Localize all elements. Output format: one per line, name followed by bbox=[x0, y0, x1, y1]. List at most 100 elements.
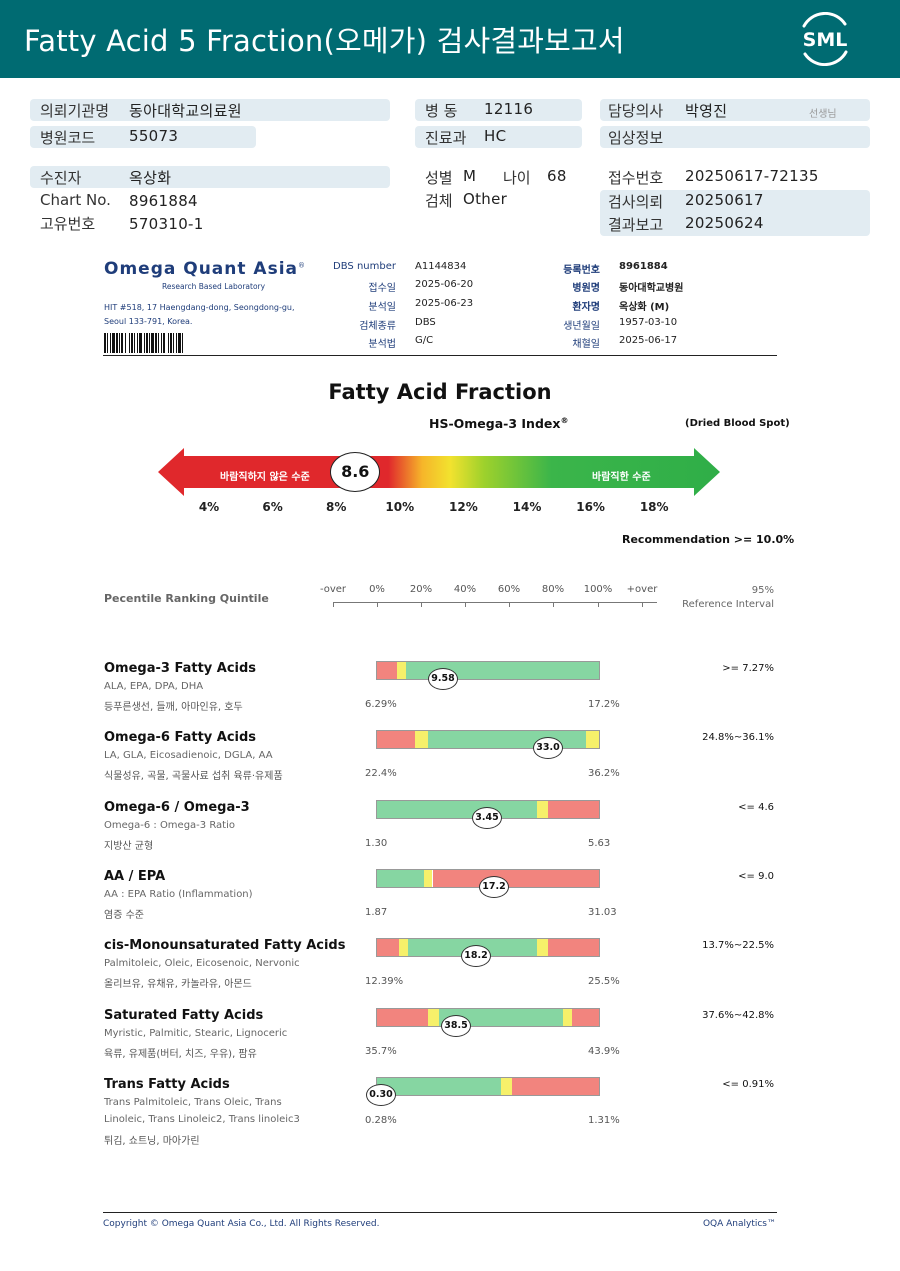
doctor-box bbox=[600, 99, 870, 121]
bar-segment-red bbox=[432, 869, 599, 887]
age-value: 68 bbox=[547, 167, 567, 185]
unique-no-label: 고유번호 bbox=[40, 215, 96, 233]
recommendation: Recommendation >= 10.0% bbox=[622, 533, 795, 546]
lab-address-1: HIT #518, 17 Haengdang-dong, Seongdong-g… bbox=[104, 303, 295, 312]
bar-max-label: 31.03 bbox=[588, 906, 617, 918]
clinical-box bbox=[600, 126, 870, 148]
reference-range: <= 9.0 bbox=[738, 870, 774, 882]
percentile-tick-mark bbox=[509, 602, 510, 607]
analyzed-value: 2025-06-23 bbox=[415, 298, 474, 309]
draw-label: 채혈일 bbox=[572, 339, 600, 350]
ward-label: 병 동 bbox=[425, 102, 458, 120]
reference-range: 37.6%~42.8% bbox=[702, 1009, 774, 1021]
bar-segment-red bbox=[377, 1008, 429, 1026]
bar-segment-red bbox=[572, 1008, 599, 1026]
row-title: Omega-3 Fatty Acids bbox=[104, 661, 257, 676]
result-marker: 3.45 bbox=[472, 806, 502, 829]
row-foods: 지방산 균형 bbox=[104, 840, 154, 852]
ref-interval-label: Reference Interval bbox=[682, 599, 774, 610]
reg-no-value: 8961884 bbox=[619, 261, 668, 272]
row-foods: 튀김, 쇼트닝, 마아가린 bbox=[104, 1135, 200, 1147]
report-header: Fatty Acid 5 Fraction(오메가) 검사결과보고서 SML bbox=[0, 0, 900, 78]
bar-segment-red bbox=[377, 731, 415, 749]
index-tick-label: 18% bbox=[639, 500, 669, 514]
report-title: Fatty Acid 5 Fraction(오메가) 검사결과보고서 bbox=[24, 24, 625, 58]
percentile-tick-mark bbox=[333, 602, 334, 607]
ward-box bbox=[415, 99, 582, 121]
method-label: 분석법 bbox=[368, 339, 396, 350]
dbs-number-value: A1144834 bbox=[415, 261, 467, 272]
percentile-tick-mark bbox=[377, 602, 378, 607]
bar-segment-yellow bbox=[536, 800, 548, 818]
dept-label: 진료과 bbox=[425, 129, 467, 147]
dob-label: 생년월일 bbox=[563, 321, 600, 332]
row-title: AA / EPA bbox=[104, 868, 166, 884]
bar-segment-yellow bbox=[563, 1008, 573, 1026]
copyright: Copyright © Omega Quant Asia Co., Ltd. A… bbox=[103, 1219, 380, 1229]
age-label: 나이 bbox=[503, 169, 531, 187]
bar-segment-red bbox=[377, 939, 400, 957]
bar-min-label: 12.39% bbox=[365, 976, 404, 988]
dbs-number-label: DBS number bbox=[333, 261, 396, 272]
sml-logo: SML bbox=[796, 11, 854, 67]
barcode bbox=[104, 333, 183, 353]
percentile-tick-mark bbox=[642, 602, 643, 607]
reference-range: >= 7.27% bbox=[722, 663, 774, 674]
request-value: 20250617 bbox=[685, 191, 764, 209]
bar-segment-red bbox=[512, 1077, 599, 1095]
lab-address-2: Seoul 133-791, Korea. bbox=[104, 317, 193, 326]
dept-box bbox=[415, 126, 582, 148]
unique-no-value: 570310-1 bbox=[129, 215, 204, 233]
method-value: G/C bbox=[415, 335, 434, 346]
result-bar bbox=[376, 661, 600, 680]
result-marker: 38.5 bbox=[441, 1014, 471, 1037]
hospital-label: 병원명 bbox=[572, 283, 600, 294]
lab-header-rule bbox=[103, 355, 777, 356]
result-bar bbox=[376, 799, 600, 819]
index-tick-label: 4% bbox=[198, 500, 220, 514]
index-tick-label: 8% bbox=[326, 500, 347, 514]
row-title: Omega-6 Fatty Acids bbox=[104, 730, 257, 746]
index-tick-label: 16% bbox=[576, 500, 605, 514]
dept-value: HC bbox=[484, 127, 507, 145]
index-tick-label: 14% bbox=[512, 500, 542, 514]
report-label: 결과보고 bbox=[608, 216, 664, 234]
ref-interval-95: 95% bbox=[751, 585, 774, 596]
row-title: Saturated Fatty Acids bbox=[104, 1007, 264, 1023]
desirable-label: 바람직한 수준 bbox=[592, 472, 651, 483]
footer-rule bbox=[103, 1212, 777, 1213]
reference-range: 13.7%~22.5% bbox=[702, 940, 774, 952]
percentile-tick-label: -over bbox=[319, 584, 347, 595]
bar-segment-yellow bbox=[585, 731, 599, 749]
patient-name-label: 환자명 bbox=[572, 302, 600, 313]
patient-value: 옥상화 bbox=[129, 169, 172, 187]
bar-segment-yellow bbox=[396, 662, 406, 679]
row-foods: 올리브유, 유채유, 카놀라유, 아몬드 bbox=[104, 979, 252, 991]
receipt-label: 접수번호 bbox=[608, 169, 664, 187]
result-bar bbox=[376, 1007, 600, 1027]
bar-segment-yellow bbox=[414, 731, 429, 749]
bar-segment-yellow bbox=[428, 1008, 440, 1026]
row-components: LA, GLA, Eicosadienoic, DGLA, AA bbox=[104, 750, 273, 762]
chart-no-value: 8961884 bbox=[129, 192, 198, 210]
percentile-tick-label: 80% bbox=[541, 584, 565, 595]
bar-segment-red bbox=[547, 939, 599, 957]
reference-range: 24.8%~36.1% bbox=[702, 732, 774, 744]
bar-segment-yellow bbox=[536, 939, 548, 957]
bar-min-label: 6.29% bbox=[365, 699, 397, 710]
report-value: 20250624 bbox=[685, 214, 764, 232]
dates-box bbox=[600, 190, 870, 236]
section-title: Fatty Acid Fraction bbox=[328, 380, 552, 404]
patient-label: 수진자 bbox=[40, 169, 82, 187]
result-marker: 17.2 bbox=[479, 875, 509, 898]
bar-segment-red bbox=[377, 662, 397, 679]
result-marker: 33.0 bbox=[533, 737, 563, 760]
row-components: Palmitoleic, Oleic, Eicosenoic, Nervonic bbox=[104, 958, 300, 970]
lab-tagline: Research Based Laboratory bbox=[162, 282, 266, 291]
sex-value: M bbox=[463, 167, 477, 185]
request-label: 검사의뢰 bbox=[608, 193, 664, 211]
bar-min-label: 1.30 bbox=[365, 837, 388, 849]
result-marker: 18.2 bbox=[461, 945, 491, 968]
svg-text:SML: SML bbox=[803, 29, 848, 51]
percentile-tick-label: +over bbox=[626, 584, 658, 595]
